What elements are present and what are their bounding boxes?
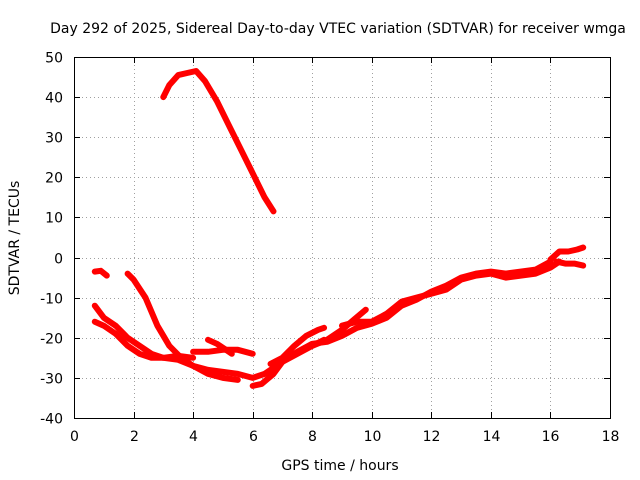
series-line-arc-7 [205,336,235,357]
plot-frame [74,57,611,419]
x-axis-title: GPS time / hours [281,458,398,474]
y-tick-label: -10 [40,292,63,308]
plot-series [91,68,587,389]
x-tick-label: 12 [423,429,441,445]
x-tick-label: 16 [542,429,560,445]
x-tick-label: 18 [602,429,620,445]
x-tick-label: 2 [130,429,139,445]
chart-title: Day 292 of 2025, Sidereal Day-to-day VTE… [50,21,626,37]
series-line-arc-5 [124,270,280,381]
x-tick-label: 0 [70,429,79,445]
series-line-arc-2 [91,267,110,279]
y-tick-label: 40 [45,91,63,107]
series-line-arc-13 [547,244,587,263]
y-tick-label: -40 [40,412,63,428]
y-tick-label: 50 [45,51,63,67]
y-tick-label: -30 [40,372,63,388]
x-tick-label: 10 [364,429,382,445]
y-tick-label: 20 [45,171,63,187]
y-tick-label: 10 [45,211,63,227]
y-tick-label: -20 [40,332,63,348]
y-tick-label: 0 [54,252,63,268]
axis-ticks: 0 2 4 6 8 10 12 14 16 18 -40 -30 -20 -10 0 10 20 30 40 50 [40,51,619,446]
series-line-arc-9 [267,324,328,367]
y-tick-label: 30 [45,131,63,147]
series-line-arc-14 [553,258,587,269]
x-tick-label: 4 [189,429,198,445]
series-line-arc-11 [309,306,369,349]
x-tick-label: 8 [308,429,317,445]
grid [74,57,610,418]
series-line-arc-12 [339,258,563,329]
series-line-arc-4 [91,302,241,383]
series-line-arc-1 [160,68,277,215]
x-tick-label: 6 [249,429,258,445]
y-axis-title: SDTVAR / TECUs [7,181,23,296]
x-tick-label: 14 [483,429,501,445]
